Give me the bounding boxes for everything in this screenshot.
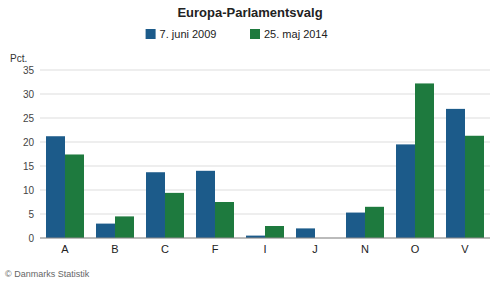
grid-line: [40, 70, 490, 71]
y-tick-label: 5: [28, 209, 34, 220]
grid-line: [40, 238, 490, 239]
bar: [215, 202, 234, 238]
bar: [115, 216, 134, 238]
x-axis: ABCFIJNOV: [61, 243, 469, 255]
y-tick-label: 10: [23, 185, 35, 196]
x-tick-label: N: [361, 243, 369, 255]
x-tick-label: A: [61, 243, 69, 255]
bar: [46, 136, 65, 238]
y-axis: 0 5 10 15 20 25 30 35: [23, 65, 490, 244]
footer: © Danmarks Statistik: [5, 269, 90, 279]
x-axis-line: [40, 238, 490, 239]
legend-swatch: [146, 29, 156, 39]
y-tick-label: 0: [28, 233, 34, 244]
y-tick-label: 35: [23, 65, 35, 76]
bar: [415, 83, 434, 238]
bar: [446, 109, 465, 238]
bar: [465, 136, 484, 238]
title: Europa-Parlamentsvalg: [177, 5, 322, 20]
legend: 7. juni 2009 25. maj 2014: [146, 28, 328, 40]
bar: [396, 144, 415, 238]
legend-label: 7. juni 2009: [160, 28, 217, 40]
y-tick-label: 15: [23, 161, 35, 172]
x-tick-label: I: [263, 243, 266, 255]
chart: Europa-Parlamentsvalg 7. juni 2009 25. maj…: [0, 0, 500, 282]
bar: [96, 224, 115, 238]
bar: [346, 213, 365, 238]
bar: [146, 172, 165, 238]
y-axis-label: Pct.: [10, 53, 27, 64]
y-tick-label: 20: [23, 137, 35, 148]
legend-swatch: [250, 29, 260, 39]
x-tick-label: B: [111, 243, 118, 255]
x-tick-label: J: [312, 243, 318, 255]
y-tick-label: 30: [23, 89, 35, 100]
bar: [265, 226, 284, 238]
bar: [296, 228, 315, 238]
x-tick-label: O: [411, 243, 420, 255]
bars: [46, 83, 484, 238]
x-tick-label: C: [161, 243, 169, 255]
bar: [196, 171, 215, 238]
bar: [165, 193, 184, 238]
x-tick-label: V: [461, 243, 469, 255]
legend-label: 25. maj 2014: [264, 28, 328, 40]
x-tick-label: F: [212, 243, 219, 255]
bar: [365, 207, 384, 238]
y-tick-label: 25: [23, 113, 35, 124]
bar: [65, 154, 84, 238]
